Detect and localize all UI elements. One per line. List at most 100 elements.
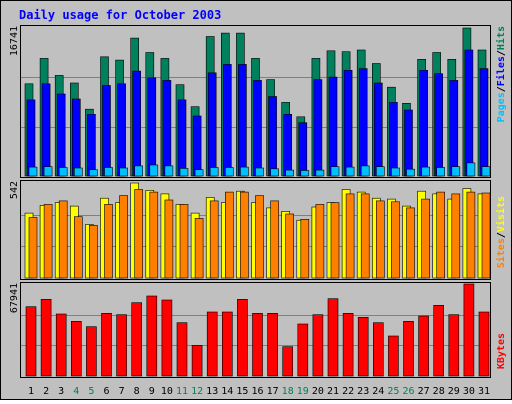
x-tick-label: 3: [58, 386, 64, 397]
pages-bar: [43, 166, 53, 177]
x-tick-label: 6: [103, 386, 109, 397]
files-bar: [464, 49, 474, 177]
kbytes-bar: [55, 313, 67, 377]
kbytes-bar: [40, 298, 52, 377]
files-bar: [404, 109, 413, 177]
x-tick-label: 5: [88, 386, 94, 397]
files-bar: [56, 93, 66, 177]
sites-bar: [315, 204, 325, 279]
files-bar: [147, 77, 157, 177]
files-bar: [223, 64, 232, 177]
legend-files: Files: [495, 56, 507, 86]
sites-bar: [330, 202, 340, 279]
files-bar: [328, 76, 338, 177]
files-bar: [117, 83, 126, 177]
x-tick-label: 1: [28, 386, 34, 397]
sites-bar: [285, 213, 295, 279]
files-bar: [41, 83, 51, 177]
files-bar: [343, 70, 353, 177]
files-bar: [207, 72, 217, 177]
x-tick-label: 31: [478, 386, 490, 397]
pages-bar: [451, 166, 461, 177]
pages-bar: [406, 168, 415, 177]
visits-legend: Sites/Visits: [495, 196, 507, 268]
x-tick-label: 8: [134, 386, 140, 397]
sites-bar: [240, 191, 249, 279]
sites-bar: [58, 200, 68, 279]
kbytes-bar: [403, 320, 414, 377]
kbytes-bar: [71, 320, 82, 377]
sites-bar: [391, 201, 400, 279]
sites-bar: [43, 204, 53, 279]
x-tick-label: 29: [448, 386, 460, 397]
kbytes-ymax-label: 67941: [9, 283, 20, 313]
files-bar: [102, 85, 111, 177]
kbytes-bar: [342, 312, 354, 377]
sites-bar: [134, 189, 143, 279]
pages-bar: [209, 167, 219, 177]
pages-bar: [240, 166, 249, 177]
pages-bar: [179, 168, 189, 177]
sites-bar: [89, 225, 98, 279]
legend-pages: Pages: [496, 92, 507, 122]
legend-sep-1: /: [496, 86, 507, 92]
pages-bar: [74, 167, 83, 177]
legend-sep-2: /: [496, 50, 507, 56]
files-bar: [419, 70, 428, 177]
legend-visits: Visits: [495, 196, 507, 232]
pages-bar: [149, 164, 159, 177]
pages-bar: [225, 167, 234, 177]
visits-ymax-label: 542: [9, 181, 20, 199]
kbytes-bar: [222, 311, 233, 377]
x-tick-label: 28: [433, 386, 445, 397]
pages-bar: [391, 167, 400, 177]
chart-title: Daily usage for October 2003: [19, 8, 221, 22]
sites-bar: [225, 191, 234, 279]
files-bar: [268, 96, 277, 177]
x-tick-label: 12: [191, 386, 203, 397]
kbytes-bar: [131, 302, 142, 377]
legend-sep-3: /: [496, 232, 507, 238]
x-tick-label: 25: [387, 386, 399, 397]
x-axis-day-labels: 1 2 3 4 5 6 7 8 9 10 11 12 13 14 15 16 17 18 19 20 21 22 23 24 2…: [28, 386, 490, 397]
x-tick-label: 27: [418, 386, 430, 397]
x-tick-label: 2: [43, 386, 49, 397]
kbytes-panel: 67941 KBytes: [9, 282, 507, 378]
sites-bar: [28, 217, 38, 279]
kbytes-bar: [161, 299, 173, 377]
pages-bar: [89, 169, 98, 177]
pages-bar: [466, 162, 476, 177]
x-tick-label: 4: [73, 386, 79, 397]
kbytes-bar: [86, 326, 97, 377]
hits-ymax-label: 16741: [9, 26, 20, 56]
x-tick-label: 19: [297, 386, 309, 397]
sites-bar: [300, 219, 310, 279]
kbytes-bar: [101, 312, 112, 377]
legend-kbytes: KBytes: [496, 333, 507, 369]
sites-bar: [194, 218, 204, 279]
sites-bar: [481, 192, 491, 279]
kbytes-bar: [282, 346, 294, 377]
files-bar: [177, 99, 187, 177]
x-tick-label: 11: [176, 386, 188, 397]
x-tick-label: 9: [149, 386, 155, 397]
pages-bar: [330, 166, 340, 177]
files-bar: [253, 80, 262, 177]
x-tick-label: 22: [342, 386, 354, 397]
kbytes-bar: [327, 298, 339, 377]
files-bar: [358, 68, 368, 177]
kbytes-bar: [433, 304, 445, 377]
files-bar: [162, 80, 172, 177]
kbytes-bar: [206, 311, 218, 377]
x-tick-label: 17: [267, 386, 279, 397]
kbytes-bar: [418, 315, 429, 377]
pages-bar: [28, 166, 38, 177]
sites-bar: [255, 195, 264, 279]
files-bar: [298, 122, 308, 177]
kbytes-bar: [448, 314, 460, 377]
x-tick-label: 10: [161, 386, 173, 397]
kbytes-bar: [297, 323, 309, 377]
files-bar: [192, 115, 202, 177]
